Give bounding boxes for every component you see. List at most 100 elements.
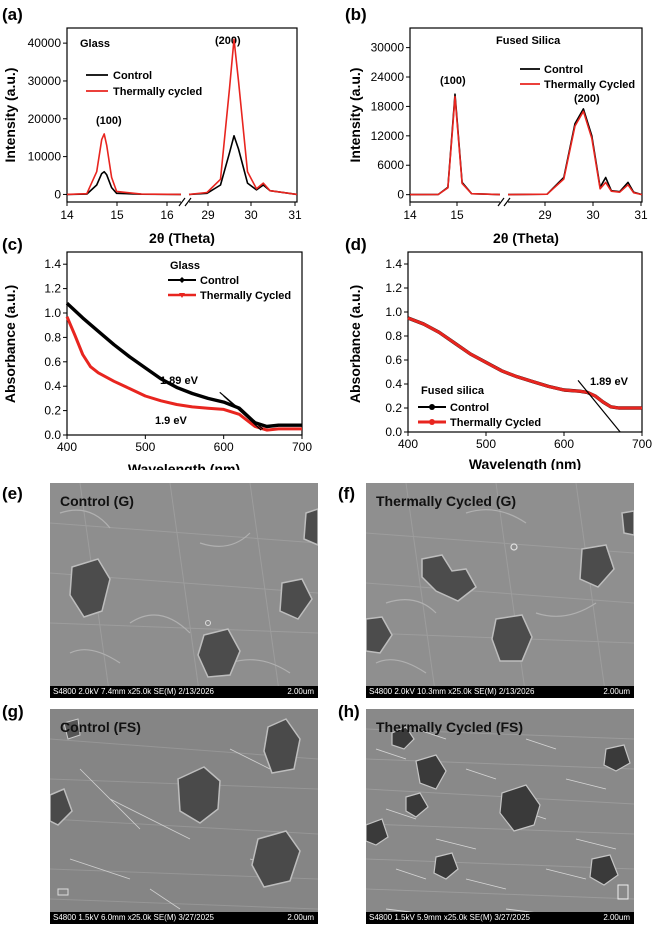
panel-d-legend-cycled: Thermally Cycled [450,417,541,429]
panel-c-ytick-label-3: 0.6 [44,355,61,369]
panel-a-xtick-label-4: 30 [244,208,258,222]
chart-figure: (a) Glass (100) (200) Control Thermally … [2,5,652,470]
panel-c-xtick-label-2: 600 [214,440,234,454]
panel-c-legend-control: Control [200,275,239,287]
panel-c-xtick-label-0: 400 [57,440,77,454]
panel-d-ytick-label-3: 0.6 [385,353,402,367]
panel-a-series-0-segment1 [66,170,182,196]
panel-d-letter: (d) [345,235,367,254]
panel-d-xtick-label-2: 600 [554,437,574,451]
panel-d-xtick-label-0: 400 [398,437,418,451]
panel-d-xtick-label-1: 500 [476,437,496,451]
sem-image-f: Thermally Cycled (G) S4800 2.0kV 10.3mm … [366,483,634,698]
panel-c-xtick-label-3: 700 [292,440,312,454]
panel-a-series-1-segment1 [66,133,182,196]
panel-a-xlabel: 2θ (Theta) [149,230,215,246]
panel-b-ytick-label-4: 24000 [371,70,405,84]
panel-b-ylabel: Intensity (a.u.) [347,68,363,163]
panel-d-ytick-label-0: 0.0 [385,425,402,439]
panel-f-letter: (f) [338,484,355,503]
sem-meta-h: S4800 1.5kV 5.9mm x25.0k SE(M) 3/27/2025 [369,913,530,922]
panel-c-ytick-label-1: 0.2 [44,404,61,418]
panel-b-peak-200: (200) [574,93,600,105]
sem-scale-e: 2.00um [287,687,314,696]
panel-c-annotation-cycled: 1.9 eV [155,415,187,427]
panel-b-xlabel: 2θ (Theta) [493,230,559,246]
sem-info-bar-g: S4800 1.5kV 6.0mm x25.0k SE(M) 3/27/2025… [50,912,318,924]
panel-b-letter: (b) [345,5,367,24]
panel-b-xtick-label-4: 31 [634,208,648,222]
panel-a-break-mask [181,190,189,210]
panel-a-xtick-label-0: 14 [60,208,74,222]
panel-c-letter: (c) [2,235,23,254]
panel-b-annotation: Fused Silica [496,35,561,47]
panel-b-legend-control: Control [544,64,583,76]
panel-b: (b) Fused Silica (100) (200) Control The… [345,5,648,246]
panel-c-xtick-label-1: 500 [135,440,155,454]
panel-d-ytick-label-4: 0.8 [385,329,402,343]
panel-c-ytick-label-4: 0.8 [44,330,61,344]
sem-meta-e: S4800 2.0kV 7.4mm x25.0k SE(M) 2/13/2026 [53,687,214,696]
panel-a-peak-100: (100) [96,115,122,127]
panel-a-break-mark-2 [184,197,192,207]
panel-d-frame [407,251,643,433]
sem-title-g: Control (FS) [60,719,141,735]
panel-b-ytick-label-1: 6000 [377,158,404,172]
panel-a-series-1-segment2 [188,38,298,196]
panel-d-xlabel: Wavelength (nm) [469,456,581,470]
panel-d-series-1 [407,316,642,410]
panel-a-peak-200: (200) [215,35,241,47]
panel-d: (d) Fused silica Control Thermally Cycle… [345,235,652,470]
panel-b-xtick-label-3: 30 [586,208,600,222]
panel-c-xlabel: Wavelength (nm) [128,461,240,470]
panel-b-break-mark-2 [503,197,511,207]
panel-b-ytick-label-2: 12000 [371,129,405,143]
panel-g-letter: (g) [2,702,24,721]
sem-info-bar-e: S4800 2.0kV 7.4mm x25.0k SE(M) 2/13/2026… [50,686,318,698]
panel-c-ytick-label-5: 1.0 [44,306,61,320]
panel-h-letter: (h) [338,702,360,721]
panel-b-ytick-label-3: 18000 [371,99,405,113]
panel-b-break-mask [500,190,508,210]
sem-info-bar-f: S4800 2.0kV 10.3mm x25.0k SE(M) 2/13/202… [366,686,634,698]
sem-scale-g: 2.00um [287,913,314,922]
panel-a-legend-control: Control [113,70,152,82]
sem-image-h: Thermally Cycled (FS) S4800 1.5kV 5.9mm … [366,709,634,924]
panel-b-frame [409,27,643,203]
panel-a: (a) Glass (100) (200) Control Thermally … [2,5,302,246]
panel-a-break-mark-1 [178,197,186,207]
panel-b-ytick-label-0: 0 [397,188,404,202]
panel-d-legend-marker-control [429,404,435,410]
sem-title-h: Thermally Cycled (FS) [376,719,524,735]
panel-c-legend-title: Glass [170,260,200,272]
panel-c-ytick-label-7: 1.4 [44,257,61,271]
panel-c-series-1 [65,316,302,432]
panel-e-letter: (e) [2,484,23,503]
panel-b-peak-100: (100) [440,75,466,87]
panel-d-ytick-label-6: 1.2 [385,281,402,295]
panel-a-ytick-label-4: 40000 [28,36,62,50]
panel-b-series-0-segment1 [409,93,501,196]
panel-c-legend-cycled: Thermally Cycled [200,290,291,302]
panel-d-legend-title: Fused silica [421,385,485,397]
panel-c-fit-line-cycled [223,395,262,431]
panel-d-legend-marker-cycled [429,419,435,425]
panel-a-ytick-label-1: 10000 [28,150,62,164]
panel-d-annotation: 1.89 eV [590,376,629,388]
panel-a-xtick-label-2: 16 [160,208,174,222]
panel-c-legend-marker-control [179,277,185,283]
sem-scale-h: 2.00um [603,913,630,922]
panel-d-ytick-label-7: 1.4 [385,257,402,271]
panel-d-legend-control: Control [450,402,489,414]
panel-a-series-0-segment2 [188,135,298,196]
panel-a-ytick-label-2: 20000 [28,112,62,126]
panel-d-xtick-label-3: 700 [632,437,652,451]
panel-b-ytick-label-5: 30000 [371,41,405,55]
panel-a-annotation: Glass [80,38,110,50]
panel-b-series-0-segment2 [507,108,643,196]
sem-scale-f: 2.00um [603,687,630,696]
sem-title-f: Thermally Cycled (G) [376,493,517,509]
panel-a-ytick-label-0: 0 [54,187,61,201]
panel-a-xtick-label-1: 15 [110,208,124,222]
panel-b-series-1-segment1 [409,95,501,196]
